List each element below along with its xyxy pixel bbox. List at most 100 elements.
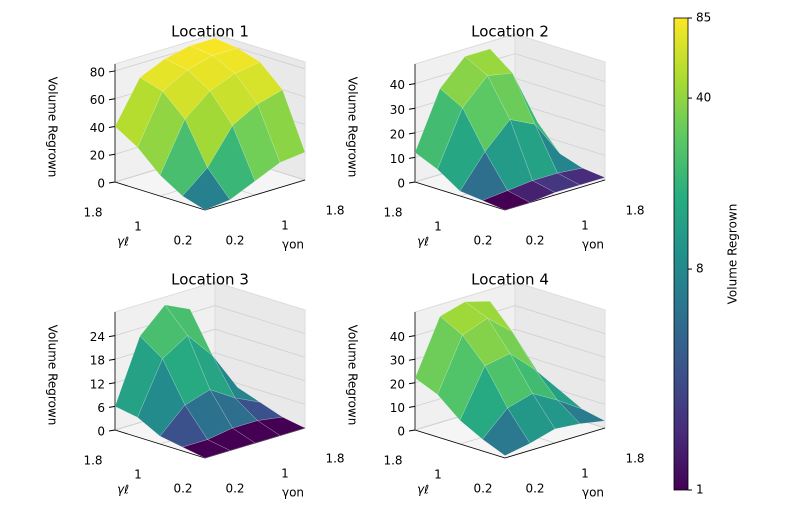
y-tick-label: 1 xyxy=(134,220,142,234)
surface-patch xyxy=(464,48,514,76)
z-tick-label: 30 xyxy=(390,354,405,368)
z-tick-label: 20 xyxy=(90,149,105,163)
surface-patch xyxy=(437,334,486,421)
tick-mark xyxy=(108,181,116,184)
chart-title: Location 2 xyxy=(471,23,549,41)
tick-mark xyxy=(408,405,416,408)
tick-mark xyxy=(108,358,116,361)
tick-mark xyxy=(108,382,116,385)
tick-mark xyxy=(408,358,416,361)
z-tick-label: 40 xyxy=(390,78,405,92)
colorbar-tick-label: 40 xyxy=(696,91,711,105)
colorbar-tick-label: 85 xyxy=(696,11,711,25)
x-tick-label: 1.8 xyxy=(325,204,344,218)
colorbar-tick-label: 8 xyxy=(696,262,704,276)
surface-patch xyxy=(509,353,559,401)
surface-patch xyxy=(437,107,486,192)
z-tick-label: 0 xyxy=(397,425,405,439)
surface-patch xyxy=(481,190,531,211)
x-tick-label: 1 xyxy=(281,219,289,233)
x-tick-label: 0.2 xyxy=(525,234,544,248)
y-axis-label: γℓ xyxy=(117,483,129,497)
y-tick-label: 1 xyxy=(134,468,142,482)
z-tick-label: 80 xyxy=(90,65,105,79)
z-tick-label: 20 xyxy=(390,377,405,391)
z-tick-label: 40 xyxy=(90,121,105,135)
tick-mark xyxy=(408,83,416,86)
z-tick-label: 0 xyxy=(97,177,105,191)
grid-line xyxy=(414,53,606,85)
chart-title: Location 4 xyxy=(471,271,549,289)
chart-title: Location 3 xyxy=(171,271,249,289)
y-axis-label: γℓ xyxy=(117,235,129,249)
x-axis-label: γon xyxy=(582,238,604,252)
tick-mark xyxy=(108,335,116,338)
colorbar xyxy=(673,17,689,491)
y-tick-label: 1.8 xyxy=(383,206,402,220)
tick-mark xyxy=(108,405,116,408)
surface-patch xyxy=(414,315,463,395)
y-tick-label: 1.8 xyxy=(83,454,102,468)
x-tick-label: 0.2 xyxy=(225,482,244,496)
x-tick-label: 1.8 xyxy=(325,452,344,466)
z-tick-label: 40 xyxy=(390,330,405,344)
y-tick-label: 0.2 xyxy=(473,482,492,496)
y-axis-label: γℓ xyxy=(417,483,429,497)
colorbar-tick-label: 1 xyxy=(696,483,704,497)
tick-mark xyxy=(408,132,416,135)
x-tick-label: 0.2 xyxy=(225,234,244,248)
y-tick-label: 0.2 xyxy=(173,234,192,248)
tick-mark xyxy=(408,429,416,432)
tick-mark xyxy=(408,335,416,338)
surface-patch xyxy=(439,301,488,336)
z-tick-label: 12 xyxy=(90,377,105,391)
surface-patch xyxy=(234,61,283,105)
tick-mark xyxy=(408,107,416,110)
x-tick-label: 1.8 xyxy=(625,204,644,218)
grid-line xyxy=(114,305,306,336)
z-tick-label: 18 xyxy=(90,354,105,368)
tick-mark xyxy=(108,98,116,101)
tick-mark xyxy=(108,125,116,128)
colorbar-label: Volume Regrown xyxy=(726,204,740,305)
x-tick-label: 1.8 xyxy=(625,452,644,466)
x-tick-label: 1 xyxy=(281,467,289,481)
surface-patch xyxy=(414,88,463,170)
z-axis-label: Volume Regrown xyxy=(346,325,360,426)
y-tick-label: 1.8 xyxy=(383,454,402,468)
surface-patch xyxy=(557,399,606,424)
x-axis-label: γon xyxy=(282,238,304,252)
y-tick-label: 1 xyxy=(434,468,442,482)
surface-patch xyxy=(187,335,236,399)
x-tick-label: 1 xyxy=(581,467,589,481)
z-axis-label: Volume Regrown xyxy=(46,325,60,426)
tick-mark xyxy=(408,156,416,159)
x-tick-label: 0.2 xyxy=(525,482,544,496)
tick-mark xyxy=(108,70,116,73)
tick-mark xyxy=(108,429,116,432)
z-tick-label: 24 xyxy=(90,330,105,344)
z-tick-label: 10 xyxy=(390,152,405,166)
z-tick-label: 0 xyxy=(397,177,405,191)
z-tick-label: 10 xyxy=(390,401,405,415)
x-axis-label: γon xyxy=(582,486,604,500)
z-tick-label: 30 xyxy=(390,103,405,117)
chart-title: Location 1 xyxy=(171,23,249,41)
z-tick-label: 6 xyxy=(97,401,105,415)
floor-axes xyxy=(414,427,606,459)
x-tick-label: 1 xyxy=(581,219,589,233)
y-tick-label: 0.2 xyxy=(173,482,192,496)
surface-patch xyxy=(459,365,508,440)
surface-patch xyxy=(181,439,231,459)
surface-patch xyxy=(459,151,508,201)
tick-mark xyxy=(108,153,116,156)
z-tick-label: 20 xyxy=(390,127,405,141)
surface-patch xyxy=(182,167,231,211)
z-tick-label: 60 xyxy=(90,93,105,107)
z-tick-label: 0 xyxy=(97,425,105,439)
y-tick-label: 1 xyxy=(434,220,442,234)
y-axis-label: γℓ xyxy=(417,235,429,249)
surface-patch xyxy=(482,407,531,456)
tick-mark xyxy=(408,382,416,385)
